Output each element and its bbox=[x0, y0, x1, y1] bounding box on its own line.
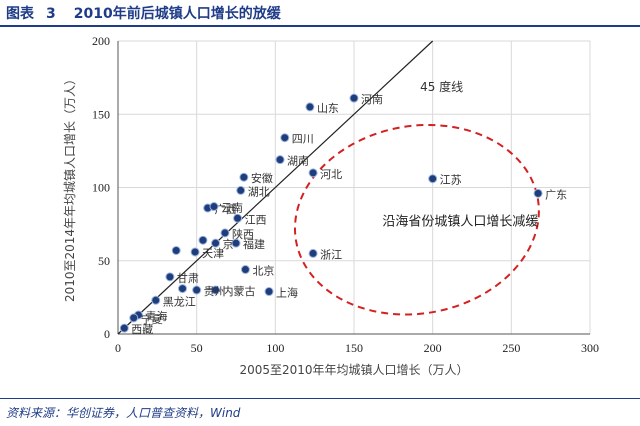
x-tick-label: 200 bbox=[424, 341, 442, 355]
data-point bbox=[240, 265, 250, 275]
data-point bbox=[308, 248, 318, 258]
data-point bbox=[129, 313, 139, 323]
point-label: 黑龙江 bbox=[163, 295, 196, 308]
data-point bbox=[233, 213, 243, 223]
point-label: 青海 bbox=[145, 309, 167, 323]
footer-rule bbox=[0, 398, 640, 399]
point-label: 上海 bbox=[276, 286, 298, 300]
source-note: 资料来源：华创证券，人口普查资料，Wind bbox=[6, 406, 241, 420]
data-point bbox=[308, 168, 318, 178]
x-tick-label: 300 bbox=[581, 341, 599, 355]
chart-title: 图表 3 2010年前后城镇人口增长的放缓 bbox=[6, 3, 281, 23]
data-point bbox=[119, 323, 129, 333]
point-label: 江西 bbox=[245, 213, 267, 226]
data-point bbox=[264, 287, 274, 297]
reference-line-45 bbox=[117, 40, 434, 335]
data-point bbox=[165, 272, 175, 282]
data-point bbox=[236, 185, 246, 195]
scatter-chart: 0 50 100 150 200 250 300 0 50 100 150 200 2005至2010年… bbox=[63, 34, 599, 377]
data-point bbox=[151, 295, 161, 305]
point-label: 西藏 bbox=[131, 323, 153, 336]
x-tick-label: 0 bbox=[115, 341, 121, 355]
y-tick-label: 200 bbox=[92, 34, 110, 48]
data-point bbox=[231, 238, 241, 248]
data-point bbox=[220, 228, 230, 238]
point-label: 安徽 bbox=[251, 171, 273, 185]
point-label: 河南 bbox=[361, 93, 383, 106]
point-label: 河北 bbox=[320, 168, 342, 181]
point-label: 广西 bbox=[215, 203, 237, 216]
data-point bbox=[349, 93, 359, 103]
point-label: 云南 bbox=[221, 202, 243, 215]
point-label: 宁夏 bbox=[141, 312, 163, 326]
point-label: 湖南 bbox=[287, 155, 309, 168]
figure-label: 图表 bbox=[6, 6, 34, 22]
data-point bbox=[533, 188, 543, 198]
data-point bbox=[239, 172, 249, 182]
data-point bbox=[428, 174, 438, 184]
data-point bbox=[192, 285, 202, 295]
point-label: 北京 bbox=[252, 264, 274, 278]
y-tick-label: 100 bbox=[92, 181, 110, 195]
data-point bbox=[280, 133, 290, 143]
title-rule bbox=[0, 25, 640, 27]
data-point bbox=[275, 155, 285, 165]
point-label: 甘肃 bbox=[177, 272, 199, 285]
point-label: 广东 bbox=[545, 188, 567, 201]
ellipse-annotation: 沿海省份城镇人口增长减缓 bbox=[382, 215, 538, 230]
point-label: 京 bbox=[223, 237, 234, 251]
point-label: 四川 bbox=[292, 133, 314, 146]
x-tick-label: 150 bbox=[345, 341, 363, 355]
data-point bbox=[305, 102, 315, 112]
data-point bbox=[171, 245, 181, 255]
point-label: 天津 bbox=[202, 247, 224, 260]
y-tick-label: 150 bbox=[92, 107, 110, 121]
point-label: 贵州 bbox=[204, 285, 226, 298]
data-point bbox=[211, 238, 221, 248]
data-point bbox=[211, 285, 221, 295]
point-label: 浙江 bbox=[320, 248, 342, 261]
y-tick-label: 50 bbox=[98, 254, 110, 268]
data-point bbox=[198, 235, 208, 245]
figure-number: 3 bbox=[46, 6, 56, 22]
x-tick-label: 50 bbox=[191, 341, 203, 355]
y-axis-label: 2010至2014年年均城镇人口增长（万人） bbox=[63, 73, 77, 302]
point-label: 江苏 bbox=[440, 174, 462, 187]
x-tick-label: 100 bbox=[266, 341, 284, 355]
point-label: 山东 bbox=[317, 102, 339, 115]
data-point bbox=[190, 247, 200, 257]
y-tick-label: 0 bbox=[104, 327, 110, 341]
reference-line-label: 45 度线 bbox=[420, 79, 463, 94]
x-axis-label: 2005至2010年年均城镇人口增长（万人） bbox=[239, 363, 468, 377]
coastal-ellipse bbox=[293, 123, 540, 316]
point-label: 内蒙古 bbox=[223, 284, 256, 298]
data-point bbox=[178, 284, 188, 294]
data-point bbox=[209, 202, 219, 212]
point-label: 陕西 bbox=[232, 227, 254, 241]
x-tick-label: 250 bbox=[502, 341, 520, 355]
point-label: 福建 bbox=[243, 237, 265, 251]
figure-title: 2010年前后城镇人口增长的放缓 bbox=[73, 6, 281, 22]
point-label: 湖北 bbox=[248, 185, 270, 198]
